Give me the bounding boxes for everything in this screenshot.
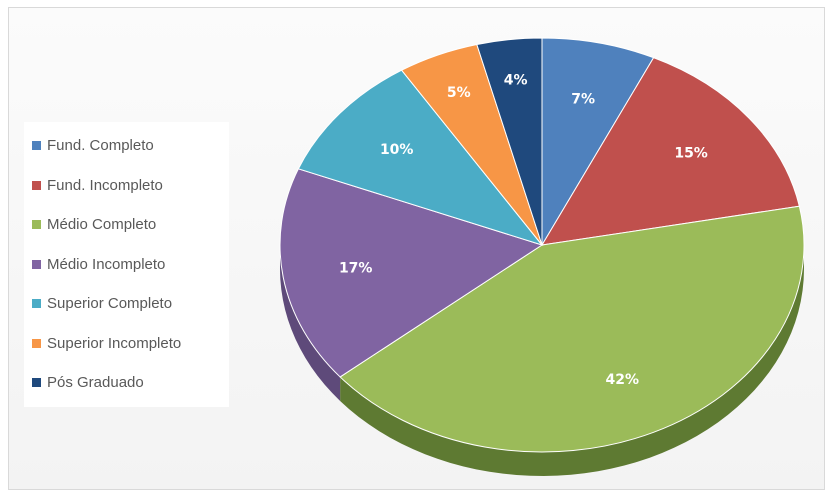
legend-swatch-superior-incompleto [32, 339, 41, 348]
legend-swatch-medio-incompleto [32, 260, 41, 269]
legend-label-medio-incompleto: Médio Incompleto [47, 256, 165, 273]
legend-label-medio-completo: Médio Completo [47, 216, 156, 233]
legend-swatch-pos-graduado [32, 378, 41, 387]
legend-item-medio-completo: Médio Completo [24, 205, 229, 245]
legend-swatch-superior-completo [32, 299, 41, 308]
pie-label-superior-completo: 10% [380, 142, 414, 158]
pie-label-pos-graduado: 4% [504, 73, 528, 89]
legend-label-fund-completo: Fund. Completo [47, 137, 154, 154]
legend-label-fund-incompleto: Fund. Incompleto [47, 177, 163, 194]
pie-label-fund-completo: 7% [571, 92, 595, 108]
legend: Fund. Completo Fund. Incompleto Médio Comp… [24, 122, 229, 407]
legend-label-superior-completo: Superior Completo [47, 295, 172, 312]
pie-label-medio-incompleto: 17% [339, 260, 373, 276]
pie-slices [280, 38, 804, 452]
legend-item-fund-incompleto: Fund. Incompleto [24, 166, 229, 206]
pie-label-fund-incompleto: 15% [674, 146, 708, 162]
pie-label-superior-incompleto: 5% [447, 85, 471, 101]
legend-item-medio-incompleto: Médio Incompleto [24, 245, 229, 285]
legend-item-superior-completo: Superior Completo [24, 284, 229, 324]
legend-label-pos-graduado: Pós Graduado [47, 374, 144, 391]
legend-swatch-fund-completo [32, 141, 41, 150]
legend-label-superior-incompleto: Superior Incompleto [47, 335, 181, 352]
pie-label-medio-completo: 42% [606, 372, 640, 388]
legend-swatch-fund-incompleto [32, 181, 41, 190]
legend-item-pos-graduado: Pós Graduado [24, 363, 229, 403]
legend-item-superior-incompleto: Superior Incompleto [24, 324, 229, 364]
legend-swatch-medio-completo [32, 220, 41, 229]
legend-item-fund-completo: Fund. Completo [24, 126, 229, 166]
